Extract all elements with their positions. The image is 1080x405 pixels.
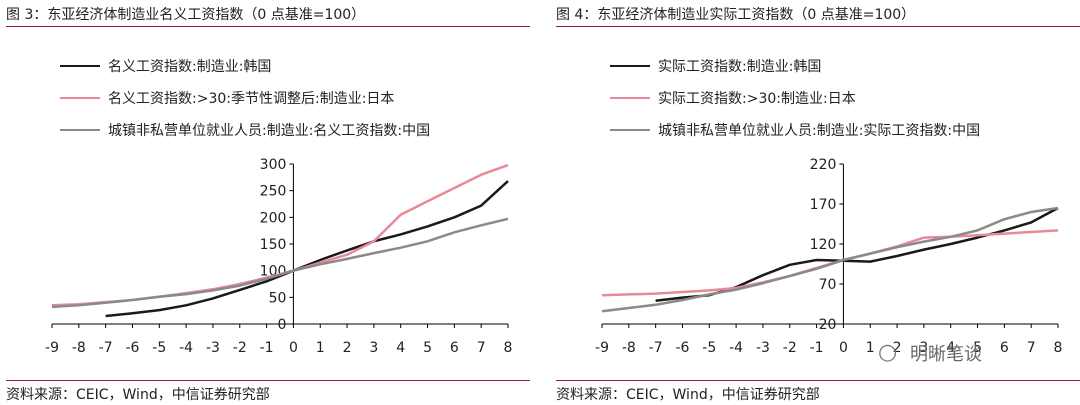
x-tick-label: 1 [316,340,325,356]
legend-item-japan: 名义工资指数:>30:季节性调整后:制造业:日本 [60,82,430,114]
legend-item-china: 城镇非私营单位就业人员:制造业:实际工资指数:中国 [610,114,980,146]
legend-swatch-japan [60,97,100,99]
x-tick-label: -8 [622,340,636,356]
x-tick-label: 3 [369,340,378,356]
x-tick-label: 4 [396,340,405,356]
y-tick-label: 50 [269,290,287,306]
wechat-icon: ○ [878,340,898,365]
legend-label-china: 城镇非私营单位就业人员:制造业:名义工资指数:中国 [108,123,431,139]
series-line-china [51,217,509,309]
x-tick-label: -3 [756,340,770,356]
x-tick-label: 1 [866,340,875,356]
legend-swatch-korea [60,65,100,67]
y-tick-label: 220 [810,157,837,173]
x-tick-label: 4 [946,340,955,356]
x-tick-label: -4 [179,340,193,356]
x-tick-label: 8 [504,340,513,356]
x-tick-label: 3 [919,340,928,356]
legend-label-korea: 实际工资指数:制造业:韩国 [658,59,822,75]
series-line-korea [105,180,509,318]
y-tick-label: 120 [810,237,837,253]
legend-item-korea: 名义工资指数:制造业:韩国 [60,50,430,82]
x-tick-label: -2 [783,340,797,356]
title-rule [6,26,530,27]
x-tick-label: -6 [675,340,689,356]
x-tick-label: 0 [839,340,848,356]
x-tick-label: 0 [289,340,298,356]
legend-swatch-korea [610,65,650,67]
watermark: 明晰笔谈 [910,344,982,365]
chart-title: 图 3：东亚经济体制造业名义工资指数（0 点基准=100） [6,7,366,23]
x-tick-label: 8 [1054,340,1063,356]
legend-swatch-china [60,129,100,131]
legend-item-japan: 实际工资指数:>30:制造业:日本 [610,82,980,114]
source-note: 资料来源：CEIC，Wind，中信证券研究部 [556,387,820,403]
y-tick-label: 300 [260,157,287,173]
legend: 名义工资指数:制造业:韩国 名义工资指数:>30:季节性调整后:制造业:日本 城… [60,50,430,146]
chart-title: 图 4：东亚经济体制造业实际工资指数（0 点基准=100） [556,7,916,23]
x-tick-label: -2 [233,340,247,356]
y-tick-label: 150 [260,237,287,253]
legend-swatch-japan [610,97,650,99]
legend-item-korea: 实际工资指数:制造业:韩国 [610,50,980,82]
x-tick-label: 7 [1027,340,1036,356]
x-tick-label: 6 [1000,340,1009,356]
y-tick-label: 250 [260,184,287,200]
y-tick-label: 20 [819,317,837,333]
x-tick-label: -5 [152,340,166,356]
x-tick-label: 7 [477,340,486,356]
legend-swatch-china [610,129,650,131]
x-tick-label: -3 [206,340,220,356]
legend-label-korea: 名义工资指数:制造业:韩国 [108,59,272,75]
x-tick-label: 2 [343,340,352,356]
title-rule [556,26,1080,27]
source-note: 资料来源：CEIC，Wind，中信证券研究部 [6,387,270,403]
x-tick-label: -9 [595,340,609,356]
legend: 实际工资指数:制造业:韩国 实际工资指数:>30:制造业:日本 城镇非私营单位就… [610,50,980,146]
legend-item-china: 城镇非私营单位就业人员:制造业:名义工资指数:中国 [60,114,430,146]
x-tick-label: -4 [729,340,743,356]
x-tick-label: -8 [72,340,86,356]
x-tick-label: -7 [99,340,113,356]
x-tick-label: 5 [973,340,982,356]
x-tick-label: 5 [423,340,432,356]
x-tick-label: 2 [893,340,902,356]
x-tick-label: -1 [810,340,824,356]
x-tick-label: -5 [702,340,716,356]
y-tick-label: 70 [819,277,837,293]
x-tick-label: -9 [45,340,59,356]
x-tick-label: 6 [450,340,459,356]
series-line-china [601,206,1059,313]
x-tick-label: -6 [125,340,139,356]
chart-panel-fig3: 图 3：东亚经济体制造业名义工资指数（0 点基准=100） 名义工资指数:制造业… [0,0,530,405]
y-tick-label: 0 [277,317,286,333]
x-tick-label: -1 [260,340,274,356]
legend-label-china: 城镇非私营单位就业人员:制造业:实际工资指数:中国 [658,123,981,139]
chart-panel-fig4: 图 4：东亚经济体制造业实际工资指数（0 点基准=100） 实际工资指数:制造业… [550,0,1080,405]
x-tick-label: -7 [649,340,663,356]
source-rule [556,380,1080,381]
legend-label-japan: 实际工资指数:>30:制造业:日本 [658,91,856,107]
y-tick-label: 200 [260,210,287,226]
y-tick-label: 170 [810,197,837,213]
plot-area: 20 70 120 170 220 -9 -8 -7 -6 -5 -4 -3 -2 -1 0 1 2 3 4 5 6 7 8 [595,157,1063,356]
legend-label-japan: 名义工资指数:>30:季节性调整后:制造业:日本 [108,91,395,107]
source-rule [6,380,530,381]
